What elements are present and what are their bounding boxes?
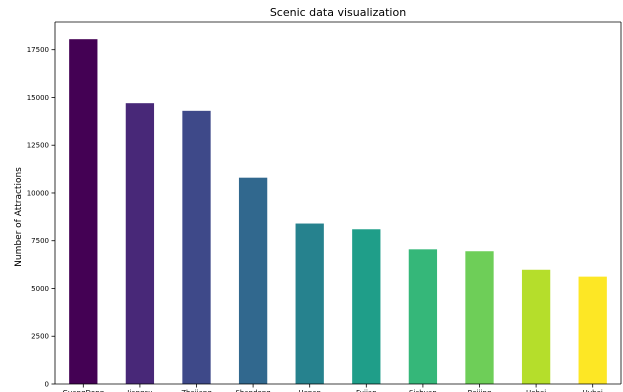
- y-tick-label: 12500: [27, 142, 49, 150]
- bar-zhejiang: [182, 110, 211, 385]
- y-tick-label: 2500: [31, 333, 49, 341]
- x-tick-label: Hubei: [582, 389, 602, 392]
- y-tick-label: 0: [45, 381, 49, 389]
- y-axis: 0 2500 5000 7500 10000 12500 15000 17500: [27, 46, 55, 389]
- x-tick-label: Beijing: [468, 389, 492, 392]
- x-tick-label: Henan: [298, 389, 321, 392]
- x-axis: GuangDong Jiangsu Zhejiang Shandong Henan Fuj…: [63, 384, 603, 392]
- x-tick-label: Shandong: [235, 389, 270, 392]
- bar-henan: [295, 223, 324, 384]
- bar-hebei: [521, 269, 551, 384]
- bar-hubei: [578, 276, 607, 384]
- chart-title: Scenic data visualization: [270, 6, 406, 19]
- bar-shandong: [238, 177, 268, 384]
- y-tick-label: 15000: [27, 94, 49, 102]
- bar-guangdong: [69, 39, 98, 384]
- bar-beijing: [465, 251, 494, 384]
- bar-fujian: [352, 229, 381, 384]
- bar-sichuan: [408, 249, 438, 384]
- bar-jiangsu: [125, 103, 155, 385]
- y-tick-label: 17500: [27, 46, 49, 54]
- x-tick-label: Fujian: [356, 389, 377, 392]
- x-tick-label: GuangDong: [63, 389, 105, 392]
- bars-group: [69, 39, 607, 385]
- x-tick-label: Hebei: [526, 389, 546, 392]
- y-axis-label: Number of Attractions: [14, 167, 24, 267]
- y-tick-label: 10000: [27, 189, 49, 197]
- x-tick-label: Jiangsu: [126, 389, 152, 392]
- x-tick-label: Zhejiang: [181, 389, 212, 392]
- x-tick-label: Sichuan: [409, 389, 437, 392]
- y-tick-label: 7500: [31, 237, 49, 245]
- y-tick-label: 5000: [31, 285, 49, 293]
- plot-frame: [54, 21, 622, 385]
